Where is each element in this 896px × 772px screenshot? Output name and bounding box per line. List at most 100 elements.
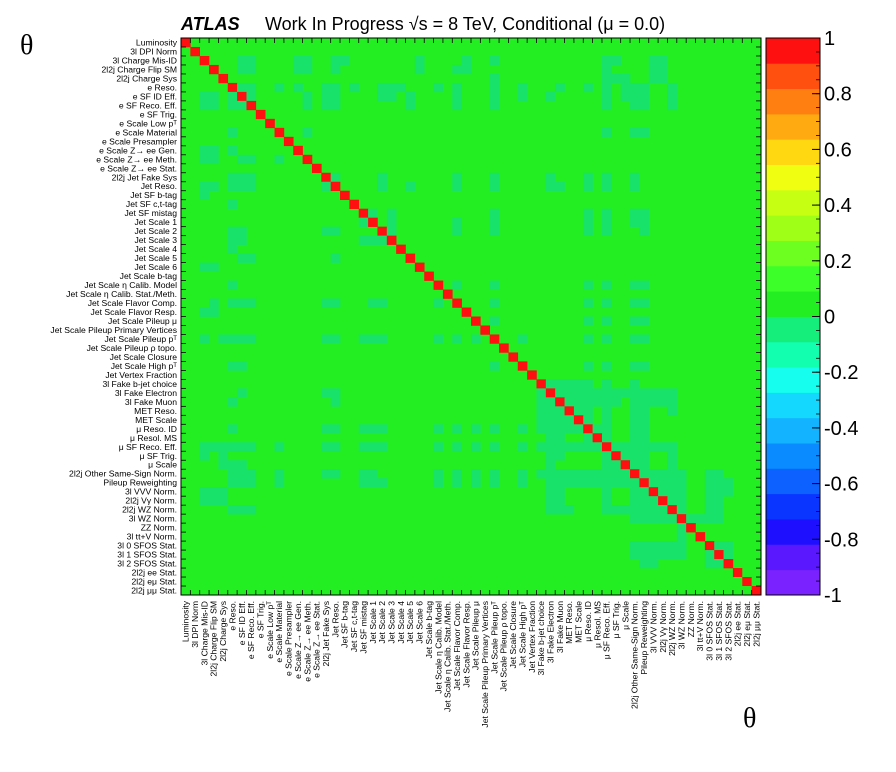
x-tick-label: Jet Scale High pᵀ [518,601,528,668]
y-tick-label: Jet Scale High pᵀ [111,361,178,371]
matrix-cell [667,388,678,398]
matrix-cell [704,550,715,560]
matrix-cell-diagonal [564,406,575,416]
matrix-cell [199,154,210,165]
matrix-cell [620,469,631,479]
matrix-cell [405,91,416,102]
matrix-cell-diagonal [667,505,678,515]
matrix-cell [545,487,556,497]
matrix-cell [583,478,593,488]
matrix-cell [433,82,444,93]
colorbar-tick-label: 1 [824,28,835,50]
y-tick-label: 3l 2 SFOS Stat. [117,559,177,569]
matrix-cell [704,559,715,569]
matrix-cell [611,469,621,479]
matrix-cell [601,100,612,111]
matrix-cell [601,505,612,515]
matrix-cell [218,451,229,461]
matrix-cell [611,73,621,84]
colorbar-segment [766,265,820,292]
matrix-cell [583,316,593,326]
matrix-cell [573,442,584,452]
matrix-cell-diagonal [227,82,238,93]
matrix-cell [648,559,659,569]
matrix-cell [630,361,640,371]
matrix-cell-diagonal [237,91,247,102]
matrix-cell [695,514,706,524]
matrix-cell-diagonal [527,370,537,380]
colorbar-segment [766,519,820,545]
matrix-cell [714,496,724,506]
y-tick-label: 3l Charge Mis-ID [113,56,177,66]
matrix-cell [321,226,331,236]
matrix-cell [704,514,715,524]
matrix-cell [321,388,331,398]
matrix-cell [227,505,238,515]
matrix-cell [723,478,734,488]
matrix-cell [293,55,303,66]
matrix-cell [564,505,575,515]
matrix-cell [592,388,603,398]
matrix-cell [209,181,219,192]
x-tick-label: Jet SF b-tag [340,601,350,648]
matrix-cell [583,226,593,236]
y-tick-label: μ Scale [148,460,177,470]
matrix-cell [601,451,612,461]
matrix-cell [648,442,659,452]
x-tick-label: MET Scale [574,601,584,643]
x-tick-label: Jet Scale η Calib. Stat./Meth. [443,601,453,712]
matrix-cell [601,217,612,227]
matrix-cell [209,496,219,506]
y-tick-label: 3l 1 SFOS Stat. [117,550,177,560]
colorbar-segment [766,240,820,267]
matrix-cell [452,280,462,290]
matrix-cell [601,280,612,290]
matrix-cell [293,82,303,93]
matrix-cell [630,82,640,93]
matrix-cell [536,469,547,479]
x-tick-label: 3l Fake Muon [555,601,565,653]
matrix-cell [237,253,247,263]
x-tick-label: Jet Scale 3 [387,601,397,644]
x-tick-label: 3l DPI Norm [190,601,200,648]
matrix-cell-diagonal [592,433,603,443]
matrix-cell [377,82,388,93]
matrix-cell-diagonal [442,289,453,299]
x-tick-label: Jet Scale Flavor Comp. [452,601,462,690]
matrix-cell [601,424,612,434]
matrix-cell [601,55,612,66]
matrix-cell [704,505,715,515]
matrix-cell [573,424,584,434]
matrix-cell [611,55,621,66]
matrix-cell [330,442,341,452]
matrix-cell [639,361,650,371]
matrix-cell [564,388,575,398]
y-tick-label: Jet SF mistag [124,208,177,218]
matrix-cell [489,100,500,111]
matrix-cell [611,505,621,515]
matrix-cell [639,559,650,569]
y-tick-label: Jet Scale η Calib. Model [84,280,177,290]
matrix-cell [536,442,547,452]
colorbar-segment [766,392,820,419]
matrix-cell [555,424,565,434]
matrix-cell [274,82,285,93]
matrix-cell-diagonal [452,298,462,308]
matrix-cell-diagonal [704,541,715,551]
x-tick-label: e SF Trig. [256,601,266,638]
matrix-cell [227,334,238,344]
y-tick-label: Jet Scale η Calib. Stat./Meth. [66,289,177,299]
matrix-cell [676,541,687,551]
y-axis-label: θ [20,30,34,61]
y-tick-label: Jet Vertex Fraction [105,370,177,380]
matrix-cell [302,64,313,75]
matrix-cell [489,226,500,236]
matrix-cell [536,406,547,416]
matrix-cell [536,397,547,407]
matrix-cell-diagonal [686,523,696,533]
matrix-cell [639,226,650,236]
matrix-cell [714,514,724,524]
x-tick-label: Jet Scale 1 [368,601,378,644]
matrix-cell [630,478,640,488]
y-tick-label: Pileup Reweighting [103,478,177,488]
